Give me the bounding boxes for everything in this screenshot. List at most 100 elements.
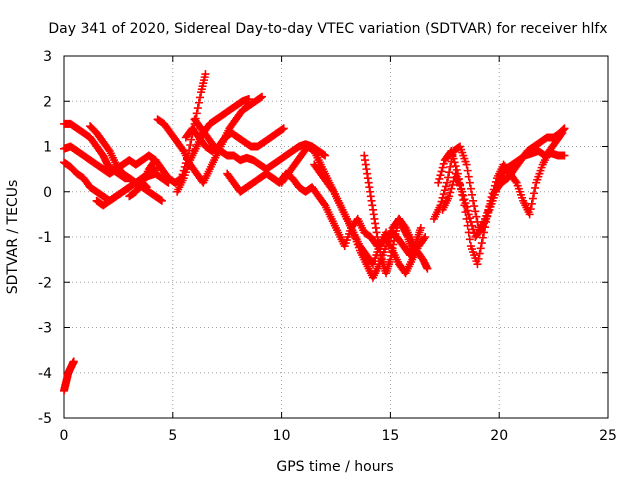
data-point (462, 202, 471, 211)
data-point (461, 199, 470, 208)
data-point (69, 357, 78, 366)
grid (64, 56, 608, 418)
data-point (447, 184, 456, 193)
y-tick-label: -2 (38, 275, 52, 291)
data-point (526, 205, 535, 214)
data-point (448, 180, 457, 189)
data-point (463, 166, 472, 175)
data-point (464, 172, 473, 181)
data-point (423, 264, 432, 273)
data-point (421, 233, 430, 241)
data-point (476, 225, 485, 234)
data-point (531, 183, 540, 192)
series-arc1 (60, 357, 78, 395)
series-arc18 (438, 124, 569, 241)
y-tick-label: 0 (43, 185, 52, 201)
data-point (460, 195, 469, 204)
data-point (438, 163, 447, 172)
data-point (469, 196, 478, 205)
data-point (466, 217, 475, 226)
y-tick-label: -4 (38, 366, 52, 382)
x-axis-label: GPS time / hours (276, 459, 393, 475)
data-point (194, 98, 203, 107)
y-tick-label: -3 (38, 321, 52, 337)
data-point (420, 234, 429, 243)
data-point (192, 109, 201, 118)
data-point (472, 212, 481, 221)
y-axis-label: SDTVAR / TECUs (5, 180, 21, 295)
data-point (258, 92, 267, 101)
data-point (477, 239, 486, 248)
data-point (468, 221, 476, 230)
data-point (244, 94, 253, 103)
data-point (469, 225, 478, 234)
data-point (193, 104, 202, 113)
x-tick-label: 15 (381, 428, 399, 444)
series-arc11 (190, 115, 330, 174)
y-tick-label: 3 (43, 49, 52, 65)
y-tick-label: -1 (38, 230, 52, 246)
data-point (414, 251, 423, 260)
data-point (458, 187, 467, 196)
data-points (60, 70, 569, 395)
data-point (465, 214, 474, 223)
x-tick-label: 5 (168, 428, 177, 444)
data-point (441, 182, 450, 191)
data-point (560, 151, 569, 160)
y-tick-label: 2 (43, 94, 52, 110)
series-arc13 (277, 142, 430, 278)
data-point (445, 192, 454, 201)
y-tick-labels: -5 -4 -3 -2 -1 0 1 2 3 (38, 49, 52, 427)
data-point (530, 189, 539, 198)
data-point (447, 147, 456, 156)
data-point (416, 223, 425, 232)
data-point (476, 244, 485, 253)
data-point (466, 184, 475, 193)
data-point (187, 135, 196, 144)
data-point (478, 233, 487, 242)
data-point (450, 158, 459, 167)
data-point (201, 70, 210, 79)
data-point (468, 190, 476, 199)
data-point (449, 177, 458, 186)
y-tick-label: -5 (38, 411, 52, 427)
data-point (196, 93, 204, 102)
chart-title: Day 341 of 2020, Sidereal Day-to-day VTE… (48, 21, 607, 37)
data-point (440, 186, 449, 195)
data-point (560, 124, 569, 133)
data-point (463, 206, 472, 215)
data-point (157, 196, 166, 205)
data-point (279, 124, 288, 133)
data-point (439, 159, 448, 168)
data-point (436, 171, 445, 180)
data-point (470, 202, 479, 211)
data-point (442, 178, 451, 187)
data-point (475, 249, 484, 258)
data-point (452, 165, 461, 174)
x-tick-label: 10 (273, 428, 291, 444)
data-point (435, 174, 444, 183)
data-point (527, 199, 536, 208)
data-point (449, 154, 458, 163)
y-tick-label: 1 (43, 140, 52, 156)
data-point (465, 235, 474, 244)
data-point (464, 210, 473, 219)
data-point (186, 140, 195, 149)
data-point (445, 168, 454, 177)
data-point (439, 190, 448, 199)
data-point (434, 178, 443, 187)
data-point (446, 188, 455, 197)
series-arc15 (360, 151, 425, 278)
data-point (525, 210, 534, 219)
data-point (473, 260, 482, 269)
data-point (459, 191, 468, 200)
data-point (474, 254, 483, 263)
data-point (451, 162, 460, 171)
x-tick-label: 20 (490, 428, 508, 444)
data-point (437, 167, 446, 176)
data-point (448, 150, 457, 159)
data-point (462, 160, 471, 169)
data-point (528, 194, 537, 203)
data-point (321, 151, 330, 160)
